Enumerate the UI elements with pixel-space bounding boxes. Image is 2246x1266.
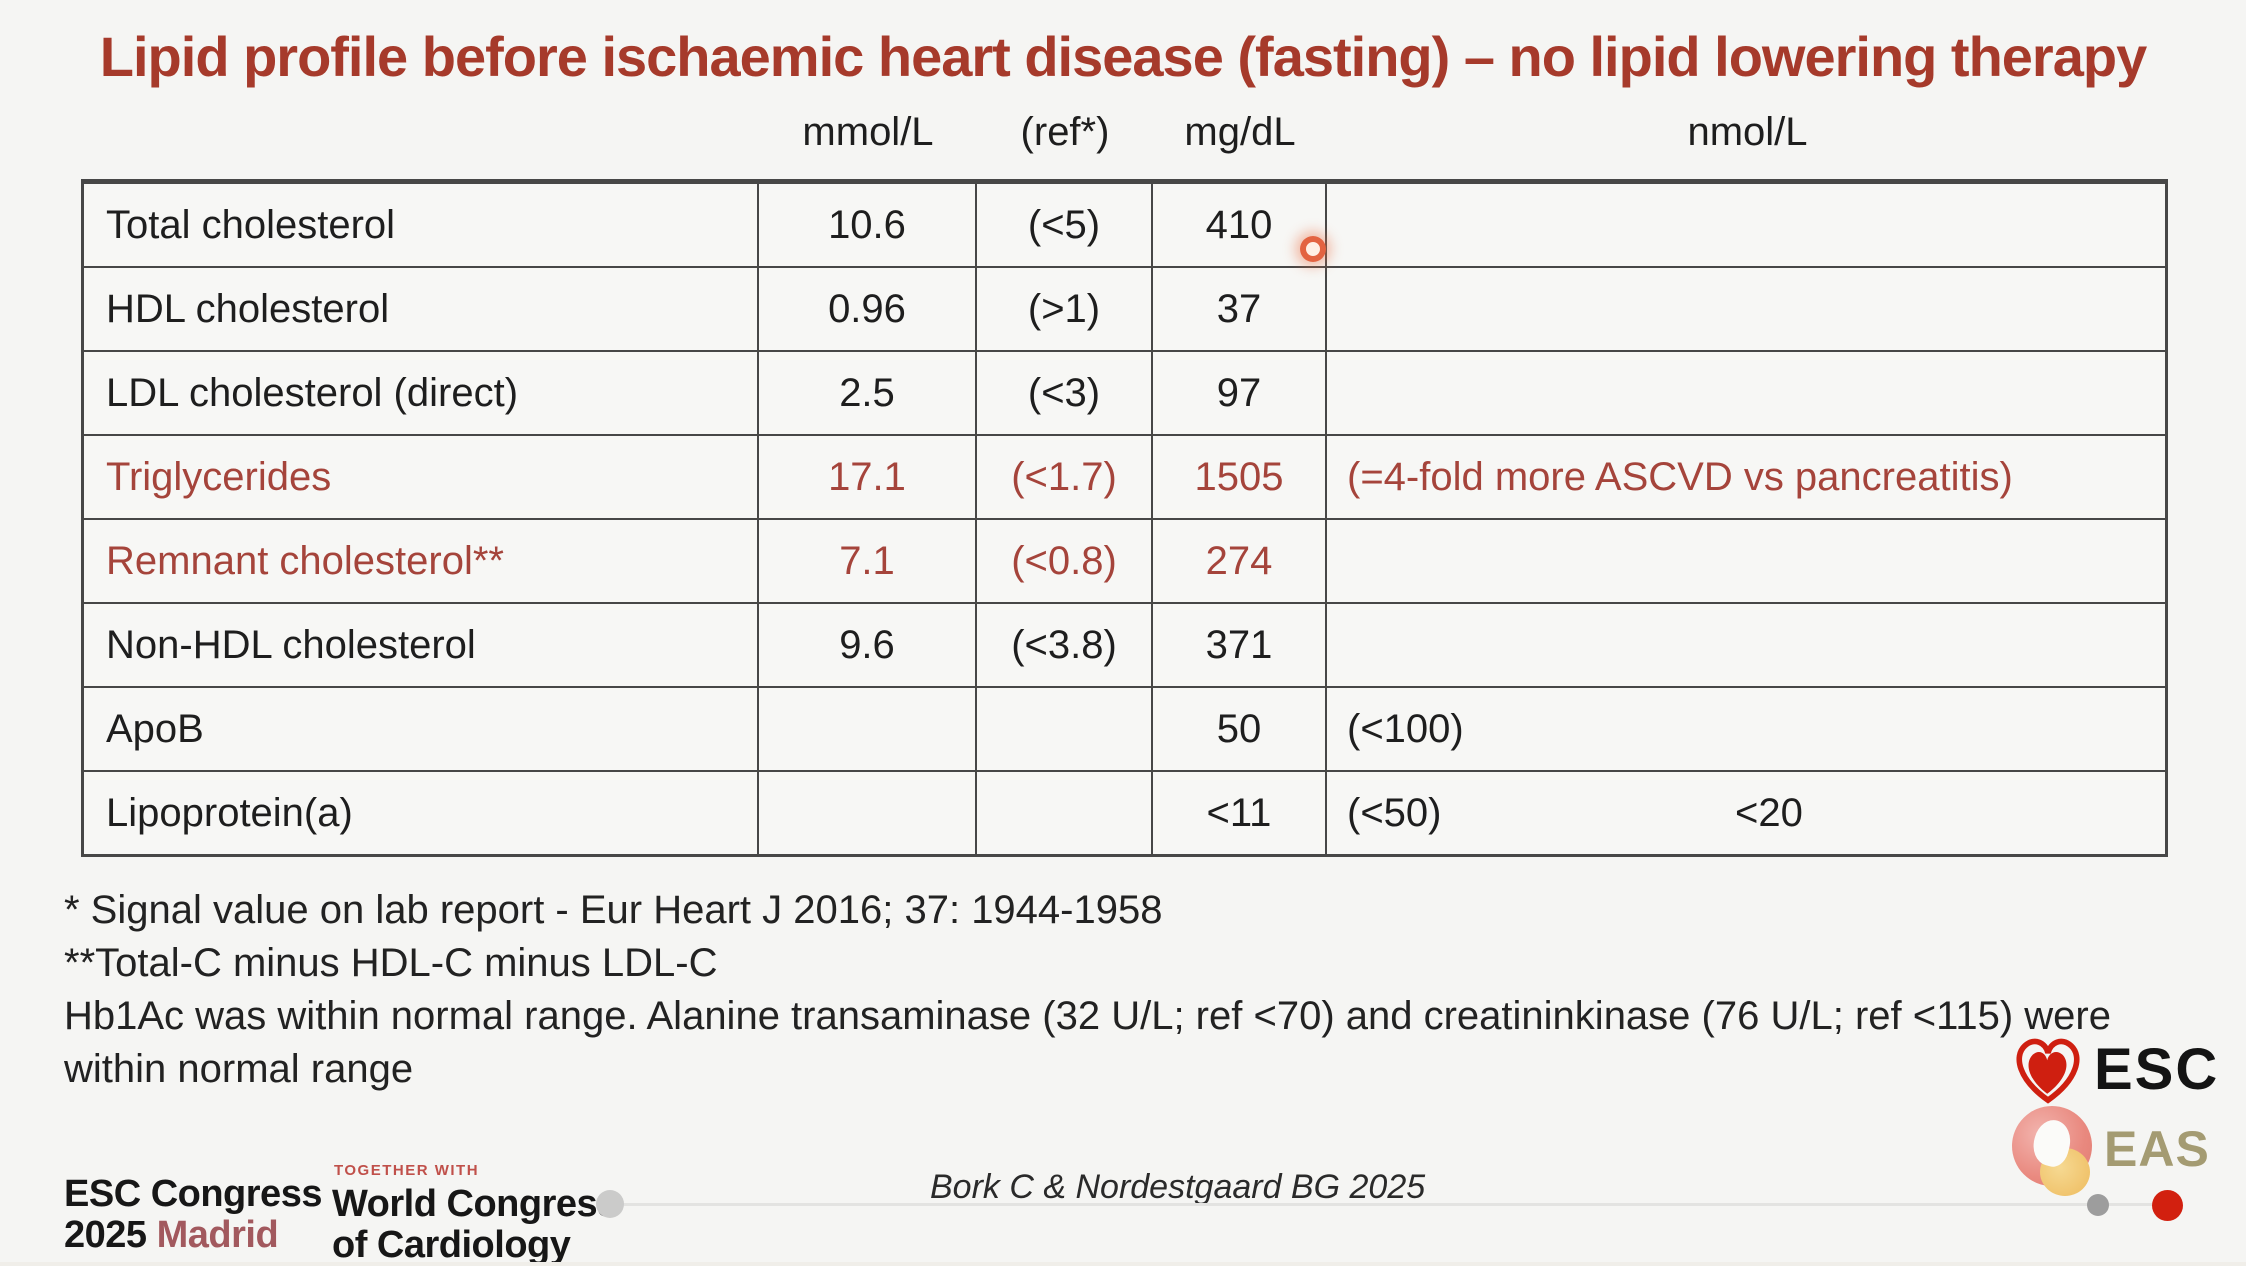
cell-mmol: 17.1: [759, 436, 977, 518]
table-row-non-hdl-cholesterol: Non-HDL cholesterol 9.6 (<3.8) 371: [84, 604, 2165, 688]
cell-label: Non-HDL cholesterol: [84, 604, 759, 686]
cell-label: ApoB: [84, 688, 759, 770]
esc-congress-city: Madrid: [156, 1214, 279, 1256]
cell-label: HDL cholesterol: [84, 268, 759, 350]
footnote-line: within normal range: [64, 1047, 414, 1091]
together-with-label: TOGETHER WITH: [334, 1162, 480, 1179]
cell-label: Lipoprotein(a): [84, 772, 759, 854]
cell-mmol: 7.1: [759, 520, 977, 602]
cell-ref: (<0.8): [977, 520, 1153, 602]
slide-title: Lipid profile before ischaemic heart dis…: [99, 25, 2147, 88]
lipid-profile-table: Total cholesterol 10.6 (<5) 410 HDL chol…: [81, 179, 2168, 857]
timeline-dot-end: [2152, 1190, 2183, 1221]
cell-ref: (>1): [977, 268, 1153, 350]
eas-logo-text: EAS: [2104, 1121, 2210, 1177]
timeline-line: [610, 1203, 2168, 1206]
laser-pointer-dot: [1300, 236, 1326, 262]
footnotes: * Signal value on lab report - Eur Heart…: [64, 884, 2111, 1096]
cell-note-ref-value: (<50): [1347, 790, 1442, 835]
eas-logo: EAS: [2012, 1106, 2210, 1196]
cell-ref: [977, 688, 1153, 770]
unit-header-row: mmol/L (ref*) mg/dL nmol/L: [84, 110, 2168, 155]
esc-congress-line2: 2025 Madrid: [64, 1215, 322, 1256]
wcc-line2: of Cardiology: [332, 1224, 571, 1266]
table-row-total-cholesterol: Total cholesterol 10.6 (<5) 410: [84, 184, 2165, 268]
cell-note: [1327, 184, 2165, 266]
footnote-line: * Signal value on lab report - Eur Heart…: [64, 888, 1163, 932]
esc-logo-text: ESC: [2094, 1036, 2220, 1102]
heart-icon: [2016, 1038, 2080, 1104]
unit-header-mgdl: mg/dL: [1184, 110, 1296, 154]
eas-logo-icon: [2012, 1106, 2096, 1196]
cell-ref: (<5): [977, 184, 1153, 266]
esc-logo: ESC: [2008, 1032, 2219, 1106]
cell-mgdl: <11: [1153, 772, 1327, 854]
table-row-triglycerides: Triglycerides 17.1 (<1.7) 1505 (=4-fold …: [84, 436, 2165, 520]
cell-note: (=4-fold more ASCVD vs pancreatitis): [1347, 454, 2013, 499]
esc-congress-logo: ESC Congress 2025 Madrid: [64, 1174, 322, 1256]
cell-mgdl: 50: [1153, 688, 1327, 770]
cell-label: Remnant cholesterol**: [84, 520, 759, 602]
cell-label: Triglycerides: [84, 436, 759, 518]
esc-congress-year: 2025: [64, 1214, 147, 1256]
table-row-apob: ApoB 50 (<100): [84, 688, 2165, 772]
table-row-remnant-cholesterol: Remnant cholesterol** 7.1 (<0.8) 274: [84, 520, 2165, 604]
cell-mmol: 2.5: [759, 352, 977, 434]
esc-congress-line1: ESC Congress: [64, 1173, 322, 1215]
cell-ref: (<1.7): [977, 436, 1153, 518]
timeline-dot-start: [596, 1190, 624, 1218]
timeline-dot-mid: [2087, 1194, 2109, 1216]
footnote-line: **Total-C minus HDL-C minus LDL-C: [64, 941, 718, 985]
cell-mmol: [759, 688, 977, 770]
unit-header-mmol: mmol/L: [802, 110, 934, 154]
cell-note-nmol-value: <20: [1735, 790, 1803, 835]
cell-ref: [977, 772, 1153, 854]
cell-label: LDL cholesterol (direct): [84, 352, 759, 434]
cell-mgdl: 410: [1153, 184, 1327, 266]
cell-note: [1327, 520, 2165, 602]
cell-mmol: 0.96: [759, 268, 977, 350]
table-row-ldl-cholesterol: LDL cholesterol (direct) 2.5 (<3) 97: [84, 352, 2165, 436]
table-row-lipoprotein-a: Lipoprotein(a) <11 (<50) <20: [84, 772, 2165, 854]
cell-mgdl: 37: [1153, 268, 1327, 350]
cell-mmol: 10.6: [759, 184, 977, 266]
cell-mgdl: 274: [1153, 520, 1327, 602]
cell-mmol: [759, 772, 977, 854]
world-congress-logo: World Congress of Cardiology: [332, 1184, 618, 1266]
cell-mgdl: 97: [1153, 352, 1327, 434]
footnote-line: Hb1Ac was within normal range. Alanine t…: [64, 994, 2111, 1038]
cell-ref: (<3.8): [977, 604, 1153, 686]
cell-mmol: 9.6: [759, 604, 977, 686]
bottom-edge-strip: [0, 1262, 2246, 1266]
wcc-line1: World Congress: [332, 1183, 618, 1225]
cell-mgdl: 1505: [1153, 436, 1327, 518]
cell-ref: (<3): [977, 352, 1153, 434]
cell-note: [1327, 268, 2165, 350]
cell-mgdl: 371: [1153, 604, 1327, 686]
cell-note: (<100): [1347, 706, 1464, 751]
cell-note: [1327, 352, 2165, 434]
table-row-hdl-cholesterol: HDL cholesterol 0.96 (>1) 37: [84, 268, 2165, 352]
cell-label: Total cholesterol: [84, 184, 759, 266]
cell-note: [1327, 604, 2165, 686]
unit-header-nmol: nmol/L: [1687, 110, 1808, 154]
citation: Bork C & Nordestgaard BG 2025: [930, 1168, 1426, 1206]
cell-note: (<50) <20: [1327, 772, 2165, 854]
unit-header-ref: (ref*): [1020, 110, 1110, 154]
unit-header-spacer: [84, 110, 759, 155]
